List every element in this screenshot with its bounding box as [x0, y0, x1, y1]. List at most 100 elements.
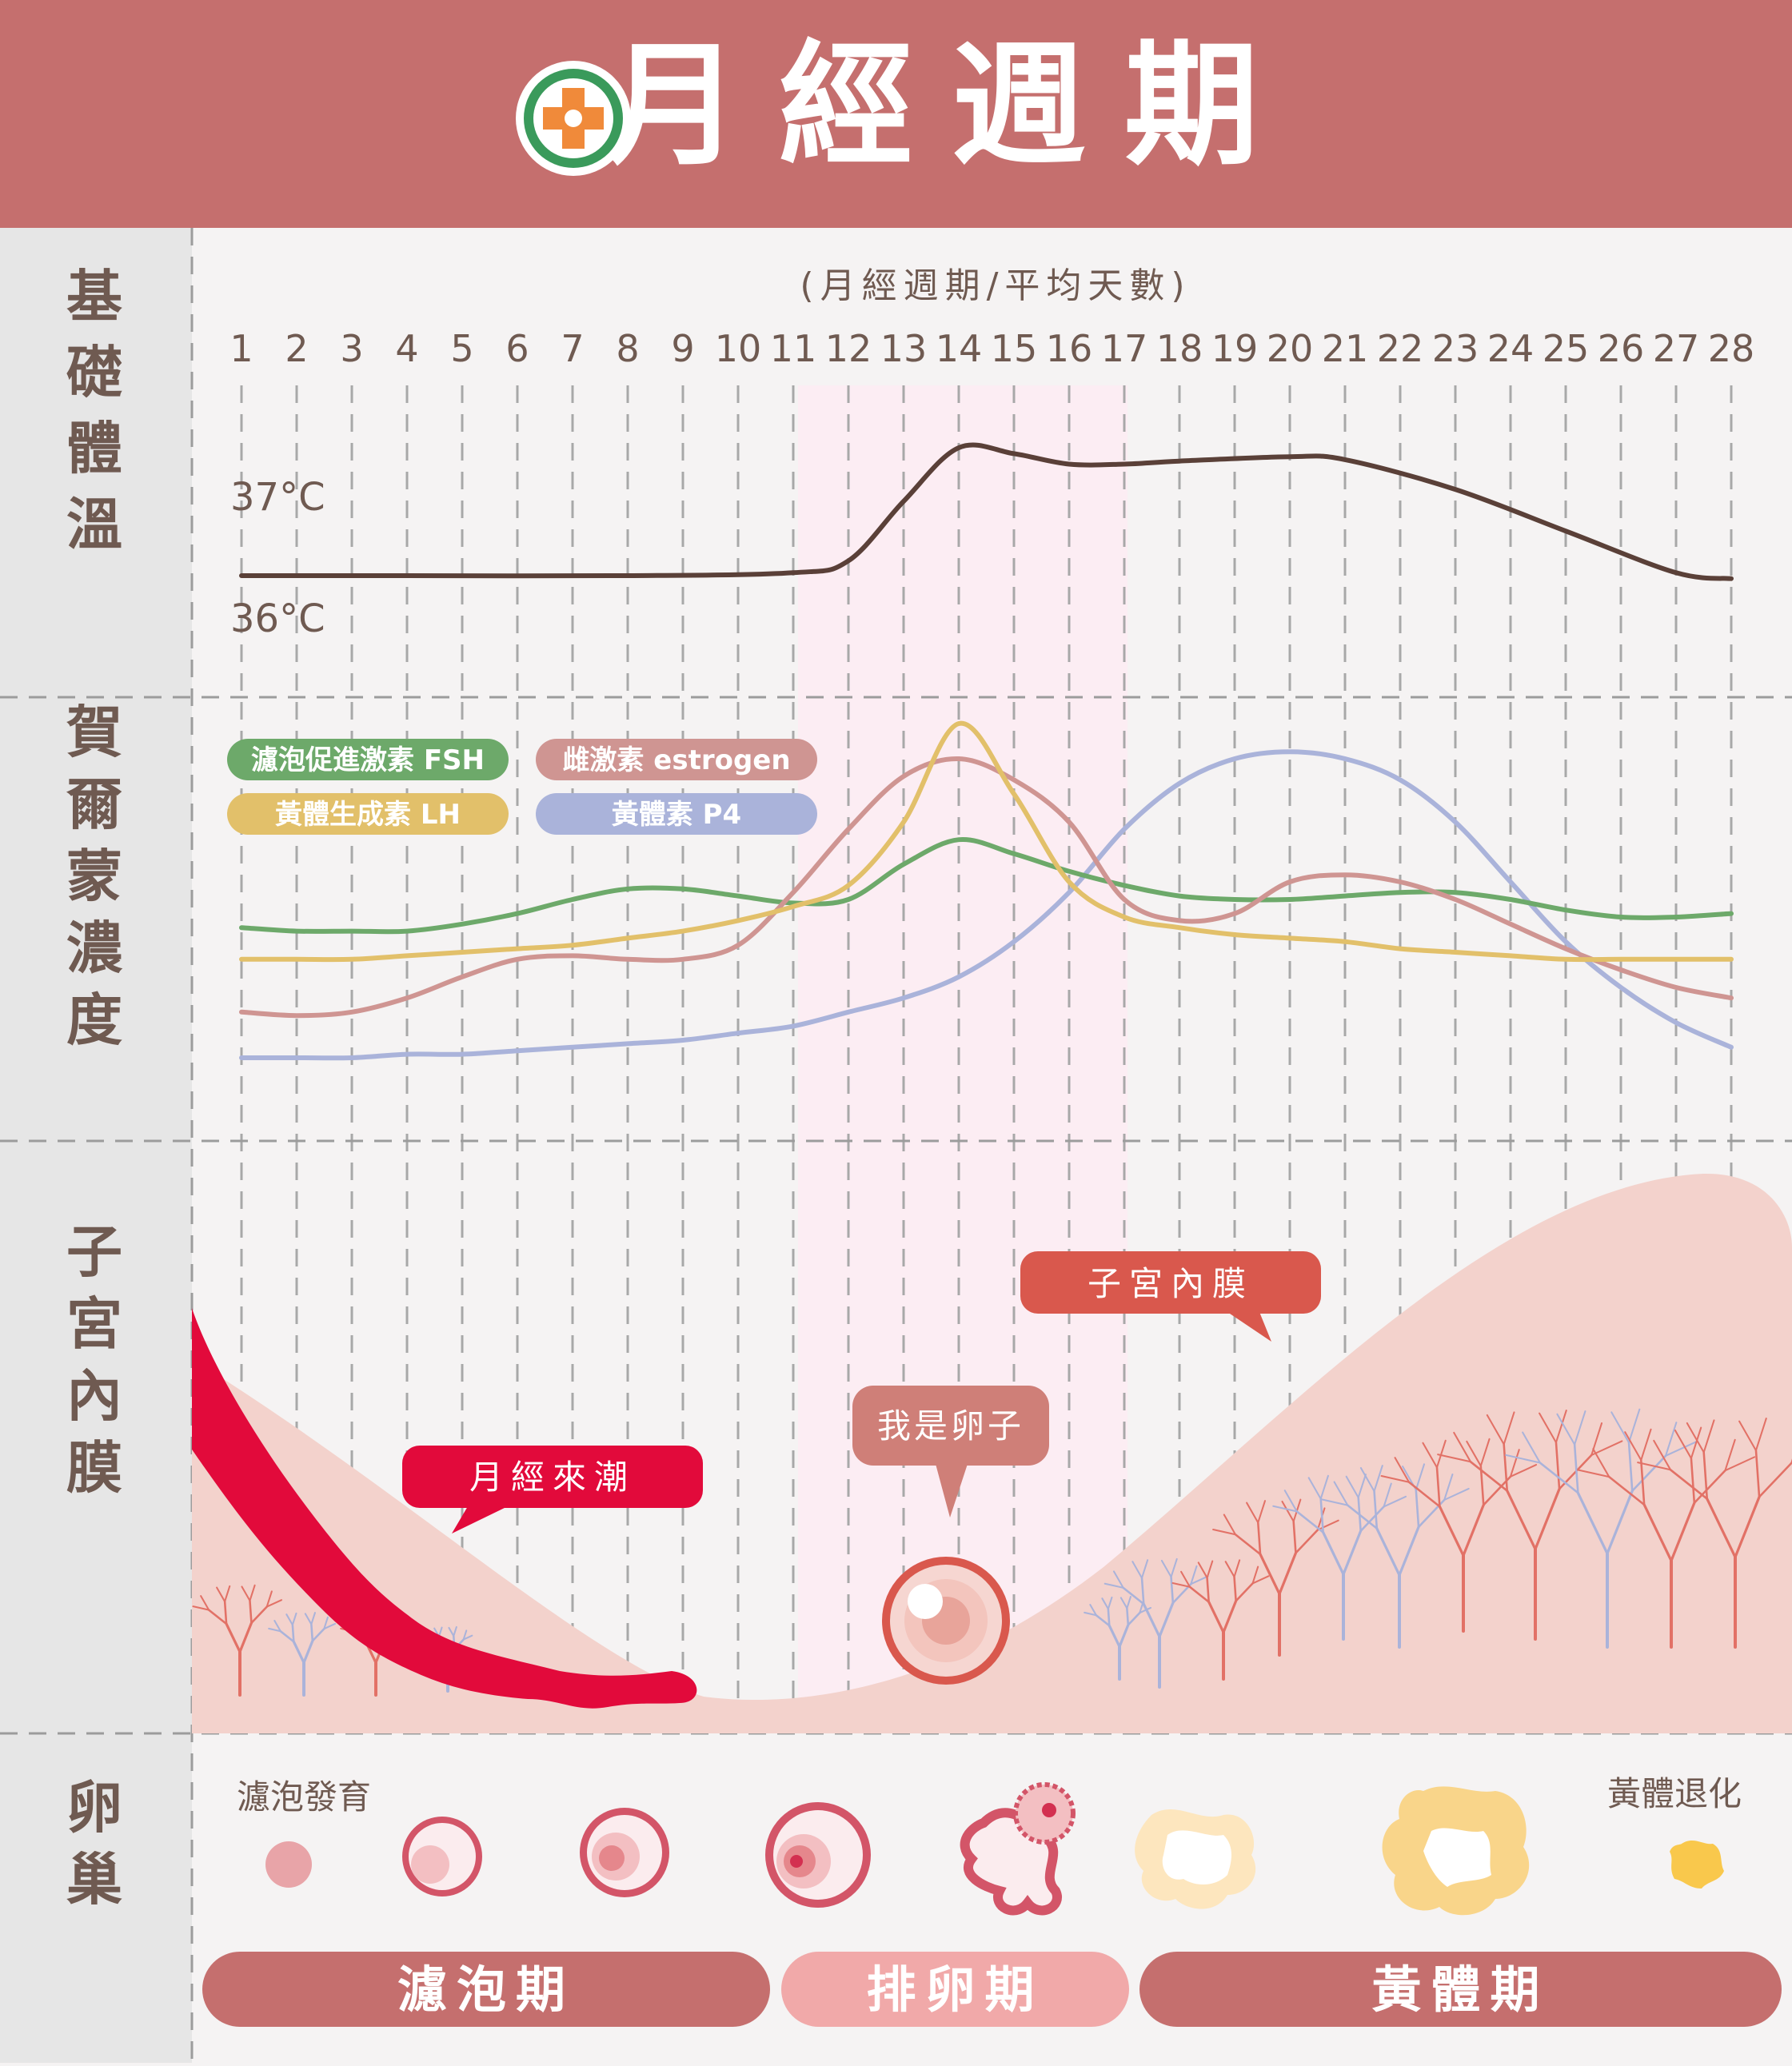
day-label: 20: [1267, 327, 1314, 370]
egg-illustration: [882, 1557, 1010, 1685]
legend-label: 黃體素 P4: [612, 799, 741, 831]
phase-label: 黃體期: [1371, 1960, 1549, 2019]
ovulation-stage: [960, 1782, 1076, 1916]
bubble-endometrium: 子宮內膜: [1020, 1251, 1321, 1342]
section-label-char: 濃: [66, 915, 123, 981]
section-label-char: 爾: [66, 772, 122, 837]
bubble-menstruation: 月經來潮: [402, 1446, 703, 1534]
day-label: 25: [1543, 327, 1590, 370]
legend-label: 黃體生成素 LH: [275, 799, 461, 831]
hormone-lines: [239, 720, 1734, 1061]
day-label: 1: [229, 327, 253, 370]
section-label-char: 膜: [66, 1435, 122, 1501]
section-label-char: 巢: [66, 1847, 122, 1912]
phase-label: 排卵期: [866, 1960, 1044, 2019]
legend-item-lh: 黃體生成素 LH: [227, 793, 509, 835]
day-label: 6: [505, 327, 529, 370]
day-label: 7: [561, 327, 584, 370]
legend-swatch: [536, 793, 817, 835]
label-corpus-regress: 黃體退化: [1607, 1774, 1742, 1813]
ovary-stages: [265, 1782, 1724, 1916]
day-label: 21: [1322, 327, 1369, 370]
left-label-panel: [0, 228, 192, 2063]
phase-pill-bg: [1139, 1952, 1782, 2027]
day-label: 5: [450, 327, 473, 370]
section-label-char: 子: [66, 1219, 122, 1285]
day-label: 26: [1598, 327, 1645, 370]
follicle-stage-4: [765, 1802, 871, 1908]
endometrium-lining: [192, 1173, 1792, 1733]
legend-swatch: [227, 739, 509, 780]
day-label: 8: [616, 327, 639, 370]
day-labels: 1 2 3 4 5 6 7 8 9 10 11 12 13 14 15 16 17 18 19 20 21 22 23 24 2…: [229, 327, 1754, 370]
phase-pill: 排卵期: [781, 1952, 1129, 2027]
y-tick-37: 37°C: [230, 475, 325, 520]
section-label-char: 蒙: [66, 844, 122, 909]
day-label: 14: [936, 327, 983, 370]
day-label: 11: [770, 327, 817, 370]
phase-pill: 黃體期: [1139, 1952, 1782, 2027]
endometrium-illustration: [192, 1173, 1792, 1733]
label-follicle-growth: 濾泡發育: [237, 1777, 371, 1817]
section-label-char: 體: [66, 416, 122, 481]
hormone-line-lh: [239, 720, 1734, 963]
section-label-char: 基: [66, 264, 122, 329]
phase-bar: 濾泡期 排卵期 黃體期: [202, 1952, 1782, 2027]
page-title: 月經週期: [606, 27, 1297, 184]
hormone-line-estrogen: [239, 756, 1734, 1019]
section-label-char: 賀: [66, 700, 122, 765]
logo-icon: [516, 61, 631, 176]
legend-label: 濾泡促進激素 FSH: [251, 744, 485, 776]
section-label-char: 礎: [66, 340, 122, 405]
day-label: 3: [340, 327, 363, 370]
header-bar: [0, 0, 1792, 228]
y-tick-36: 36°C: [230, 596, 325, 641]
section-label-ovary: 卵巢: [66, 1775, 122, 1912]
menstrual-blood: [192, 1307, 697, 1709]
section-label-char: 卵: [66, 1775, 122, 1841]
section-label-char: 溫: [66, 492, 122, 557]
day-label: 19: [1211, 327, 1259, 370]
day-label: 13: [880, 327, 928, 370]
bubble-menstruation-label: 月經來潮: [469, 1458, 636, 1497]
corpus-luteum-2: [1382, 1786, 1530, 1916]
section-label-char: 宮: [66, 1291, 122, 1357]
ovulation-highlight: [798, 385, 1127, 1733]
phase-pill-bg: [202, 1952, 770, 2027]
day-label: 24: [1487, 327, 1535, 370]
day-label: 17: [1101, 327, 1148, 370]
legend-item-p4: 黃體素 P4: [536, 793, 817, 835]
day-label: 2: [285, 327, 308, 370]
legend-swatch: [227, 793, 509, 835]
day-label: 10: [715, 327, 762, 370]
follicle-stage-1: [265, 1841, 312, 1888]
bubble-egg: 我是卵子: [852, 1386, 1049, 1518]
day-label: 12: [825, 327, 872, 370]
phase-pill: 濾泡期: [202, 1952, 770, 2027]
follicle-stage-3: [580, 1808, 669, 1897]
day-label: 16: [1046, 327, 1093, 370]
section-label-endometrium: 子宮內膜: [66, 1219, 122, 1501]
day-label: 22: [1377, 327, 1424, 370]
day-label: 15: [991, 327, 1038, 370]
day-label: 9: [671, 327, 694, 370]
bubble-egg-label: 我是卵子: [877, 1406, 1024, 1446]
legend: 濾泡促進激素 FSH 雌激素 estrogen 黃體生成素 LH 黃體素 P4: [227, 739, 817, 835]
phase-label: 濾泡期: [397, 1960, 575, 2019]
legend-swatch: [536, 739, 817, 780]
follicle-stage-2: [402, 1817, 482, 1896]
corpus-regressed: [1670, 1840, 1724, 1889]
day-label: 23: [1432, 327, 1479, 370]
phase-pill-bg: [781, 1952, 1129, 2027]
x-axis-title: (月經週期/平均天數): [800, 265, 1191, 306]
hormone-line-p4: [239, 749, 1734, 1061]
legend-item-estrogen: 雌激素 estrogen: [536, 739, 817, 780]
day-label: 18: [1156, 327, 1203, 370]
day-label: 27: [1653, 327, 1700, 370]
day-label: 28: [1708, 327, 1755, 370]
